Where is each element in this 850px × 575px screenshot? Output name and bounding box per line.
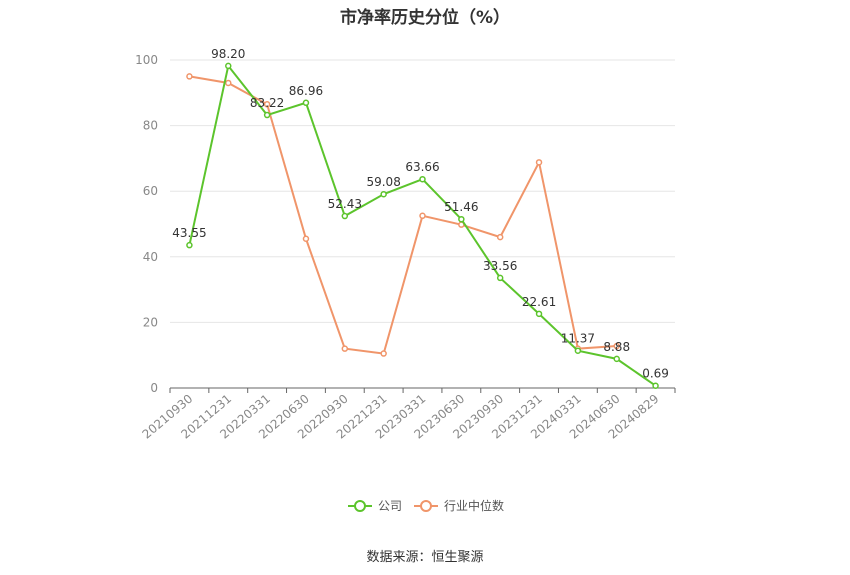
data-point xyxy=(613,342,620,350)
data-point xyxy=(225,62,232,70)
data-point xyxy=(458,215,465,223)
data-point xyxy=(496,274,504,282)
data-point xyxy=(535,310,543,318)
series-layer xyxy=(186,62,659,389)
y-tick-label: 80 xyxy=(143,119,158,133)
y-tick-label: 60 xyxy=(143,184,158,198)
y-tick-label: 100 xyxy=(135,53,158,67)
y-tick-label: 0 xyxy=(150,381,158,395)
chart-title: 市净率历史分位（%） xyxy=(339,8,511,28)
data-point xyxy=(380,190,387,198)
y-tick-label: 40 xyxy=(143,250,158,264)
data-point xyxy=(302,235,310,243)
data-point xyxy=(613,355,620,363)
y-axis: 0 20 40 60 80 100 xyxy=(135,53,158,395)
x-axis: 2021093020211231202203312022063020220930… xyxy=(140,387,676,442)
data-point xyxy=(574,347,582,354)
data-label: 33.56 xyxy=(483,259,517,273)
data-point xyxy=(496,233,504,241)
data-label: 8.88 xyxy=(603,340,630,354)
data-label: 63.66 xyxy=(405,160,439,174)
data-point xyxy=(341,345,349,352)
data-point xyxy=(225,79,232,87)
data-source: 数据来源：恒生聚源 xyxy=(366,550,484,565)
legend-marker xyxy=(354,500,366,512)
data-point xyxy=(341,212,349,220)
data-point xyxy=(419,212,426,220)
data-point xyxy=(186,73,193,80)
data-label: 98.20 xyxy=(211,47,245,61)
legend-marker xyxy=(420,500,432,512)
legend-label: 公司 xyxy=(378,499,402,513)
data-label: 11.37 xyxy=(561,332,595,346)
data-point xyxy=(302,99,310,107)
data-point xyxy=(419,175,426,183)
y-tick-label: 20 xyxy=(143,315,158,329)
data-point xyxy=(380,350,387,357)
data-point xyxy=(263,101,271,108)
grid-lines xyxy=(170,59,675,323)
data-label: 83.22 xyxy=(250,96,284,110)
series-line-1 xyxy=(189,75,617,355)
data-label: 22.61 xyxy=(522,295,556,309)
legend-item-1: 行业中位数 xyxy=(414,498,504,513)
legend-item-0: 公司 xyxy=(348,499,402,513)
data-point xyxy=(652,382,659,389)
legend-label: 行业中位数 xyxy=(444,498,504,513)
data-point xyxy=(186,241,193,249)
data-label: 0.69 xyxy=(642,367,669,381)
data-label: 51.46 xyxy=(444,200,478,214)
data-label: 59.08 xyxy=(366,175,400,189)
data-labels: 43.55 98.20 83.22 86.96 52.43 59.08 63.66 51.46… xyxy=(172,47,669,381)
data-label: 43.55 xyxy=(172,226,206,240)
data-label: 52.43 xyxy=(328,197,362,211)
data-point xyxy=(535,159,543,166)
data-label: 86.96 xyxy=(289,84,323,98)
data-point xyxy=(263,111,271,119)
legend: 公司 行业中位数 xyxy=(348,498,504,513)
